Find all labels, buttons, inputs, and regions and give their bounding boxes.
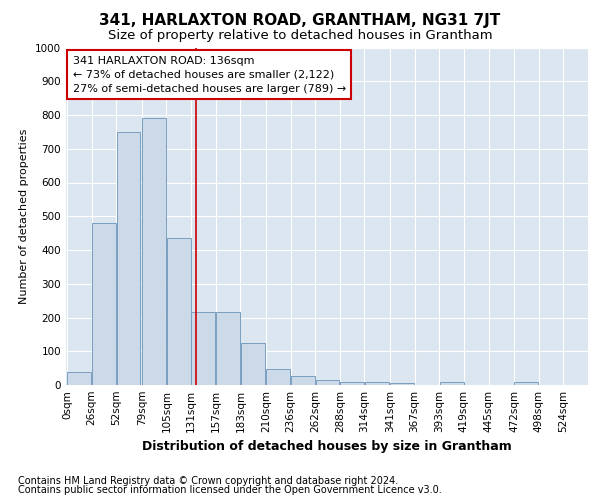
Text: 341, HARLAXTON ROAD, GRANTHAM, NG31 7JT: 341, HARLAXTON ROAD, GRANTHAM, NG31 7JT: [100, 12, 500, 28]
Bar: [191, 312, 215, 385]
Bar: [316, 380, 340, 385]
Bar: [514, 382, 538, 385]
Text: Size of property relative to detached houses in Grantham: Size of property relative to detached ho…: [107, 28, 493, 42]
Bar: [67, 372, 91, 385]
Bar: [440, 382, 464, 385]
Bar: [241, 343, 265, 385]
Bar: [142, 118, 166, 385]
Bar: [391, 384, 414, 385]
Text: 341 HARLAXTON ROAD: 136sqm
← 73% of detached houses are smaller (2,122)
27% of s: 341 HARLAXTON ROAD: 136sqm ← 73% of deta…: [73, 56, 346, 94]
Bar: [92, 223, 116, 385]
Text: Contains public sector information licensed under the Open Government Licence v3: Contains public sector information licen…: [18, 485, 442, 495]
Text: Contains HM Land Registry data © Crown copyright and database right 2024.: Contains HM Land Registry data © Crown c…: [18, 476, 398, 486]
Bar: [216, 312, 240, 385]
Bar: [365, 382, 389, 385]
Bar: [266, 369, 290, 385]
Bar: [167, 238, 191, 385]
Bar: [116, 132, 140, 385]
Bar: [340, 382, 364, 385]
X-axis label: Distribution of detached houses by size in Grantham: Distribution of detached houses by size …: [142, 440, 512, 454]
Bar: [291, 376, 315, 385]
Y-axis label: Number of detached properties: Number of detached properties: [19, 128, 29, 304]
